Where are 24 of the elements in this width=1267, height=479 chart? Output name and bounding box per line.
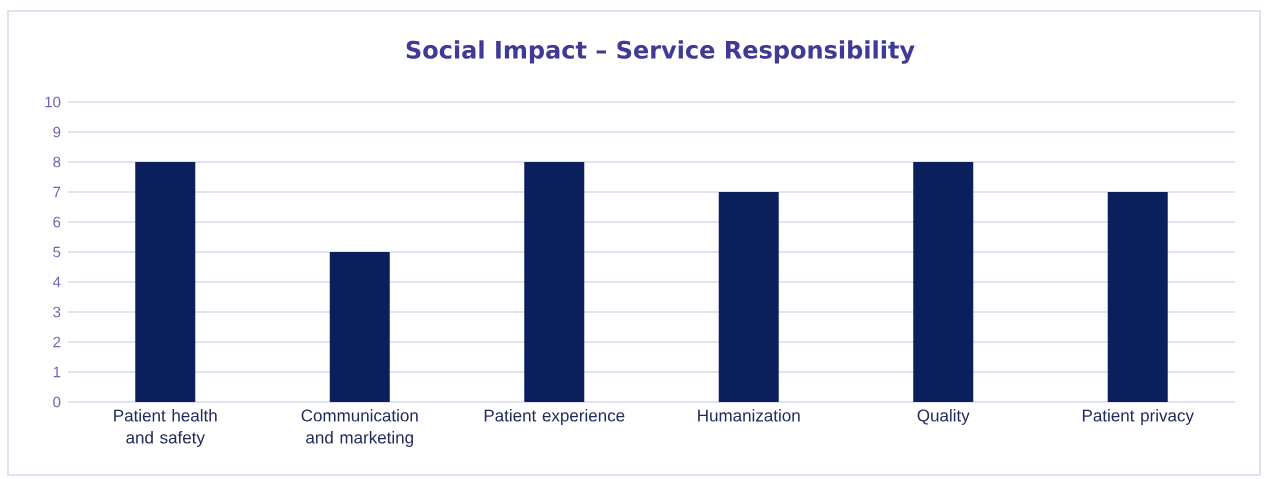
bar (329, 252, 390, 402)
bar (524, 162, 585, 402)
x-tick-label: Communication and marketing (301, 409, 418, 447)
bar (913, 162, 974, 402)
bar (1107, 192, 1168, 402)
bar (135, 162, 196, 402)
y-tick-label: 2 (53, 336, 61, 348)
y-tick-label: 10 (45, 96, 61, 108)
chart-title: Social Impact – Service Responsibility (406, 40, 915, 64)
bar (718, 192, 779, 402)
x-tick-label: Patient experience (484, 409, 625, 425)
y-tick-label: 8 (53, 156, 61, 168)
y-tick-label: 1 (53, 366, 61, 378)
y-tick-label: 5 (53, 246, 61, 258)
x-tick-label: Humanization (698, 409, 800, 422)
x-tick-label: Quality (917, 409, 970, 425)
y-tick-label: 7 (53, 186, 61, 198)
y-tick-label: 4 (52, 276, 61, 288)
x-tick-label: Patient health and safety (114, 409, 217, 447)
x-tick-label: Patient privacy (1082, 409, 1194, 425)
y-tick-label: 0 (53, 396, 61, 408)
y-tick-label: 9 (53, 126, 61, 138)
y-tick-label: 6 (53, 216, 61, 228)
y-tick-label: 3 (53, 306, 61, 318)
